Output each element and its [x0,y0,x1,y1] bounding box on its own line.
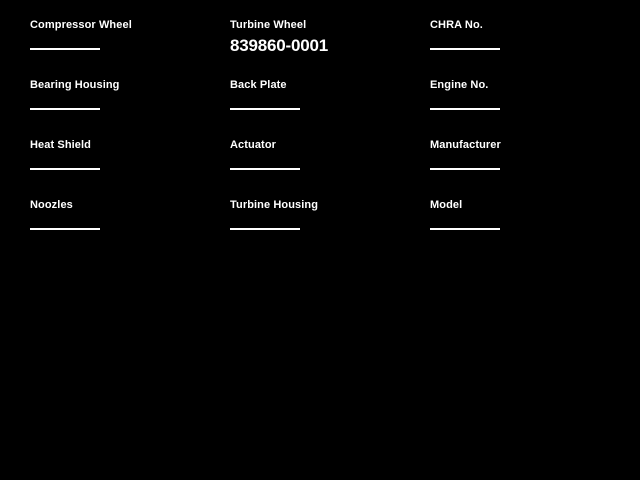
field-compressor-wheel: Compressor Wheel [30,19,215,61]
field-label: Compressor Wheel [30,19,132,31]
input-underline[interactable] [430,108,500,110]
field-label: Model [430,199,463,211]
input-underline[interactable] [430,168,500,170]
input-underline[interactable] [430,228,500,230]
field-label: Turbine Wheel [230,19,307,31]
field-label: Actuator [230,139,277,151]
field-label: Back Plate [230,79,287,91]
input-underline[interactable] [230,108,300,110]
field-label: Heat Shield [30,139,92,151]
field-heat-shield: Heat Shield [30,139,215,181]
field-model: Model [430,199,615,241]
field-back-plate: Back Plate [230,79,415,121]
input-underline[interactable] [430,48,500,50]
field-label: Manufacturer [430,139,501,151]
field-noozles: Noozles [30,199,215,241]
field-turbine-wheel: Turbine Wheel 839860-0001 [230,19,415,61]
field-label: Turbine Housing [230,199,319,211]
field-manufacturer: Manufacturer [430,139,615,181]
field-actuator: Actuator [230,139,415,181]
input-underline[interactable] [30,48,100,50]
field-label: CHRA No. [430,19,483,31]
field-value[interactable]: 839860-0001 [230,36,329,55]
field-label: Bearing Housing [30,79,120,91]
input-underline[interactable] [30,108,100,110]
input-underline[interactable] [230,228,300,230]
field-label: Engine No. [430,79,489,91]
field-label: Noozles [30,199,73,211]
field-turbine-housing: Turbine Housing [230,199,415,241]
field-engine-no: Engine No. [430,79,615,121]
input-underline[interactable] [30,228,100,230]
input-underline[interactable] [30,168,100,170]
input-underline[interactable] [230,168,300,170]
field-bearing-housing: Bearing Housing [30,79,215,121]
field-chra-no: CHRA No. [430,19,615,61]
